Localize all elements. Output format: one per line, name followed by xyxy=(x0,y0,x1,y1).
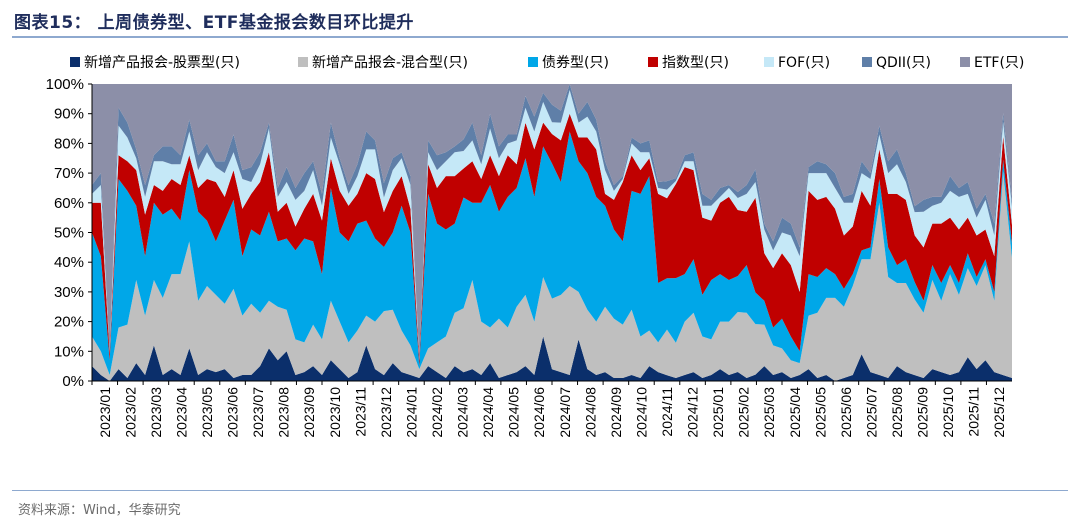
y-tick-label: 50% xyxy=(54,225,84,242)
legend-label-6: QDII(只) xyxy=(876,55,931,71)
x-tick-label: 2023/08 xyxy=(276,387,292,438)
x-tick-label: 2024/02 xyxy=(429,387,445,438)
x-tick-label: 2025/08 xyxy=(889,387,905,438)
y-tick-label: 20% xyxy=(54,314,84,331)
series-area-3 xyxy=(92,131,1012,376)
x-tick-label: 2023/10 xyxy=(327,387,343,438)
legend-swatch-3 xyxy=(528,57,538,67)
x-tick-label: 2023/07 xyxy=(250,387,266,438)
x-tick-label: 2025/12 xyxy=(991,387,1007,438)
x-tick-label: 2023/03 xyxy=(148,387,164,438)
x-tick-label: 2023/06 xyxy=(225,387,241,438)
x-tick-label: 2024/06 xyxy=(531,387,547,438)
x-tick-label: 2023/05 xyxy=(199,387,215,438)
x-tick-label: 2023/02 xyxy=(122,387,138,438)
x-tick-label: 2025/03 xyxy=(761,387,777,438)
chart-title: 图表15： 上周债券型、ETF基金报会数目环比提升 xyxy=(14,13,414,33)
x-tick-label: 2025/11 xyxy=(966,387,982,437)
x-tick-label: 2024/11 xyxy=(659,387,675,437)
x-tick-label: 2023/04 xyxy=(173,387,189,438)
source-note: 资料来源：Wind，华泰研究 xyxy=(18,503,181,518)
legend-label-5: FOF(只) xyxy=(778,55,830,71)
x-tick-label: 2024/05 xyxy=(506,387,522,438)
legend-label-3: 债券型(只) xyxy=(542,55,609,71)
legend-swatch-4 xyxy=(648,57,658,67)
y-tick-label: 100% xyxy=(46,76,84,93)
x-tick-label: 2023/11 xyxy=(352,387,368,437)
x-tick-label: 2024/07 xyxy=(557,387,573,438)
y-tick-label: 30% xyxy=(54,284,84,301)
title-divider xyxy=(12,36,1068,38)
legend-label-1: 新增产品报会-股票型(只) xyxy=(84,55,240,71)
x-tick-label: 2023/09 xyxy=(301,387,317,438)
y-tick-label: 10% xyxy=(54,343,84,360)
footer-divider xyxy=(12,490,1068,491)
x-tick-label: 2024/01 xyxy=(403,387,419,438)
x-tick-label: 2024/04 xyxy=(480,387,496,438)
x-tick-label: 2025/01 xyxy=(710,387,726,438)
x-tick-label: 2025/10 xyxy=(940,387,956,438)
legend-label-7: ETF(只) xyxy=(974,55,1024,71)
x-tick-label: 2023/12 xyxy=(378,387,394,438)
x-tick-label: 2025/04 xyxy=(787,387,803,438)
x-tick-label: 2024/12 xyxy=(685,387,701,438)
y-tick-label: 0% xyxy=(62,373,84,390)
legend-swatch-5 xyxy=(764,57,774,67)
x-tick-label: 2023/01 xyxy=(97,387,113,438)
x-axis: 2023/01 2023/02 2023/03 2023/04 2023/05 2023/… xyxy=(91,380,1012,438)
legend-swatch-6 xyxy=(862,57,872,67)
y-tick-label: 70% xyxy=(54,165,84,182)
x-tick-label: 2024/09 xyxy=(608,387,624,438)
x-tick-label: 2024/10 xyxy=(633,387,649,438)
x-tick-label: 2025/07 xyxy=(863,387,879,438)
series-area-2 xyxy=(92,171,1012,381)
legend-label-2: 新增产品报会-混合型(只) xyxy=(312,55,468,71)
y-tick-label: 80% xyxy=(54,135,84,152)
x-tick-label: 2025/02 xyxy=(736,387,752,438)
stacked-area-chart: 新增产品报会-股票型(只) 新增产品报会-混合型(只) 债券型(只) 指数型(只) FO… xyxy=(46,55,1025,438)
y-tick-label: 60% xyxy=(54,195,84,212)
series-area-7 xyxy=(92,84,1012,361)
x-tick-label: 2025/05 xyxy=(812,387,828,438)
y-tick-label: 90% xyxy=(54,106,84,123)
series-area-1 xyxy=(92,336,1012,381)
x-tick-label: 2024/03 xyxy=(455,387,471,438)
legend-swatch-7 xyxy=(960,57,970,67)
plot-area xyxy=(92,84,1012,381)
x-tick-label: 2025/06 xyxy=(838,387,854,438)
legend-swatch-1 xyxy=(70,57,80,67)
series-area-4 xyxy=(92,113,1012,367)
y-axis: 0% 10% 20% 30% 40% 50% 60% 70% 80% 90% 100% xyxy=(46,76,93,390)
x-tick-label: 2025/09 xyxy=(915,387,931,438)
legend: 新增产品报会-股票型(只) 新增产品报会-混合型(只) 债券型(只) 指数型(只) FO… xyxy=(70,55,1024,71)
x-tick-label: 2024/08 xyxy=(582,387,598,438)
legend-swatch-2 xyxy=(298,57,308,67)
y-tick-label: 40% xyxy=(54,254,84,271)
legend-label-4: 指数型(只) xyxy=(662,55,729,71)
